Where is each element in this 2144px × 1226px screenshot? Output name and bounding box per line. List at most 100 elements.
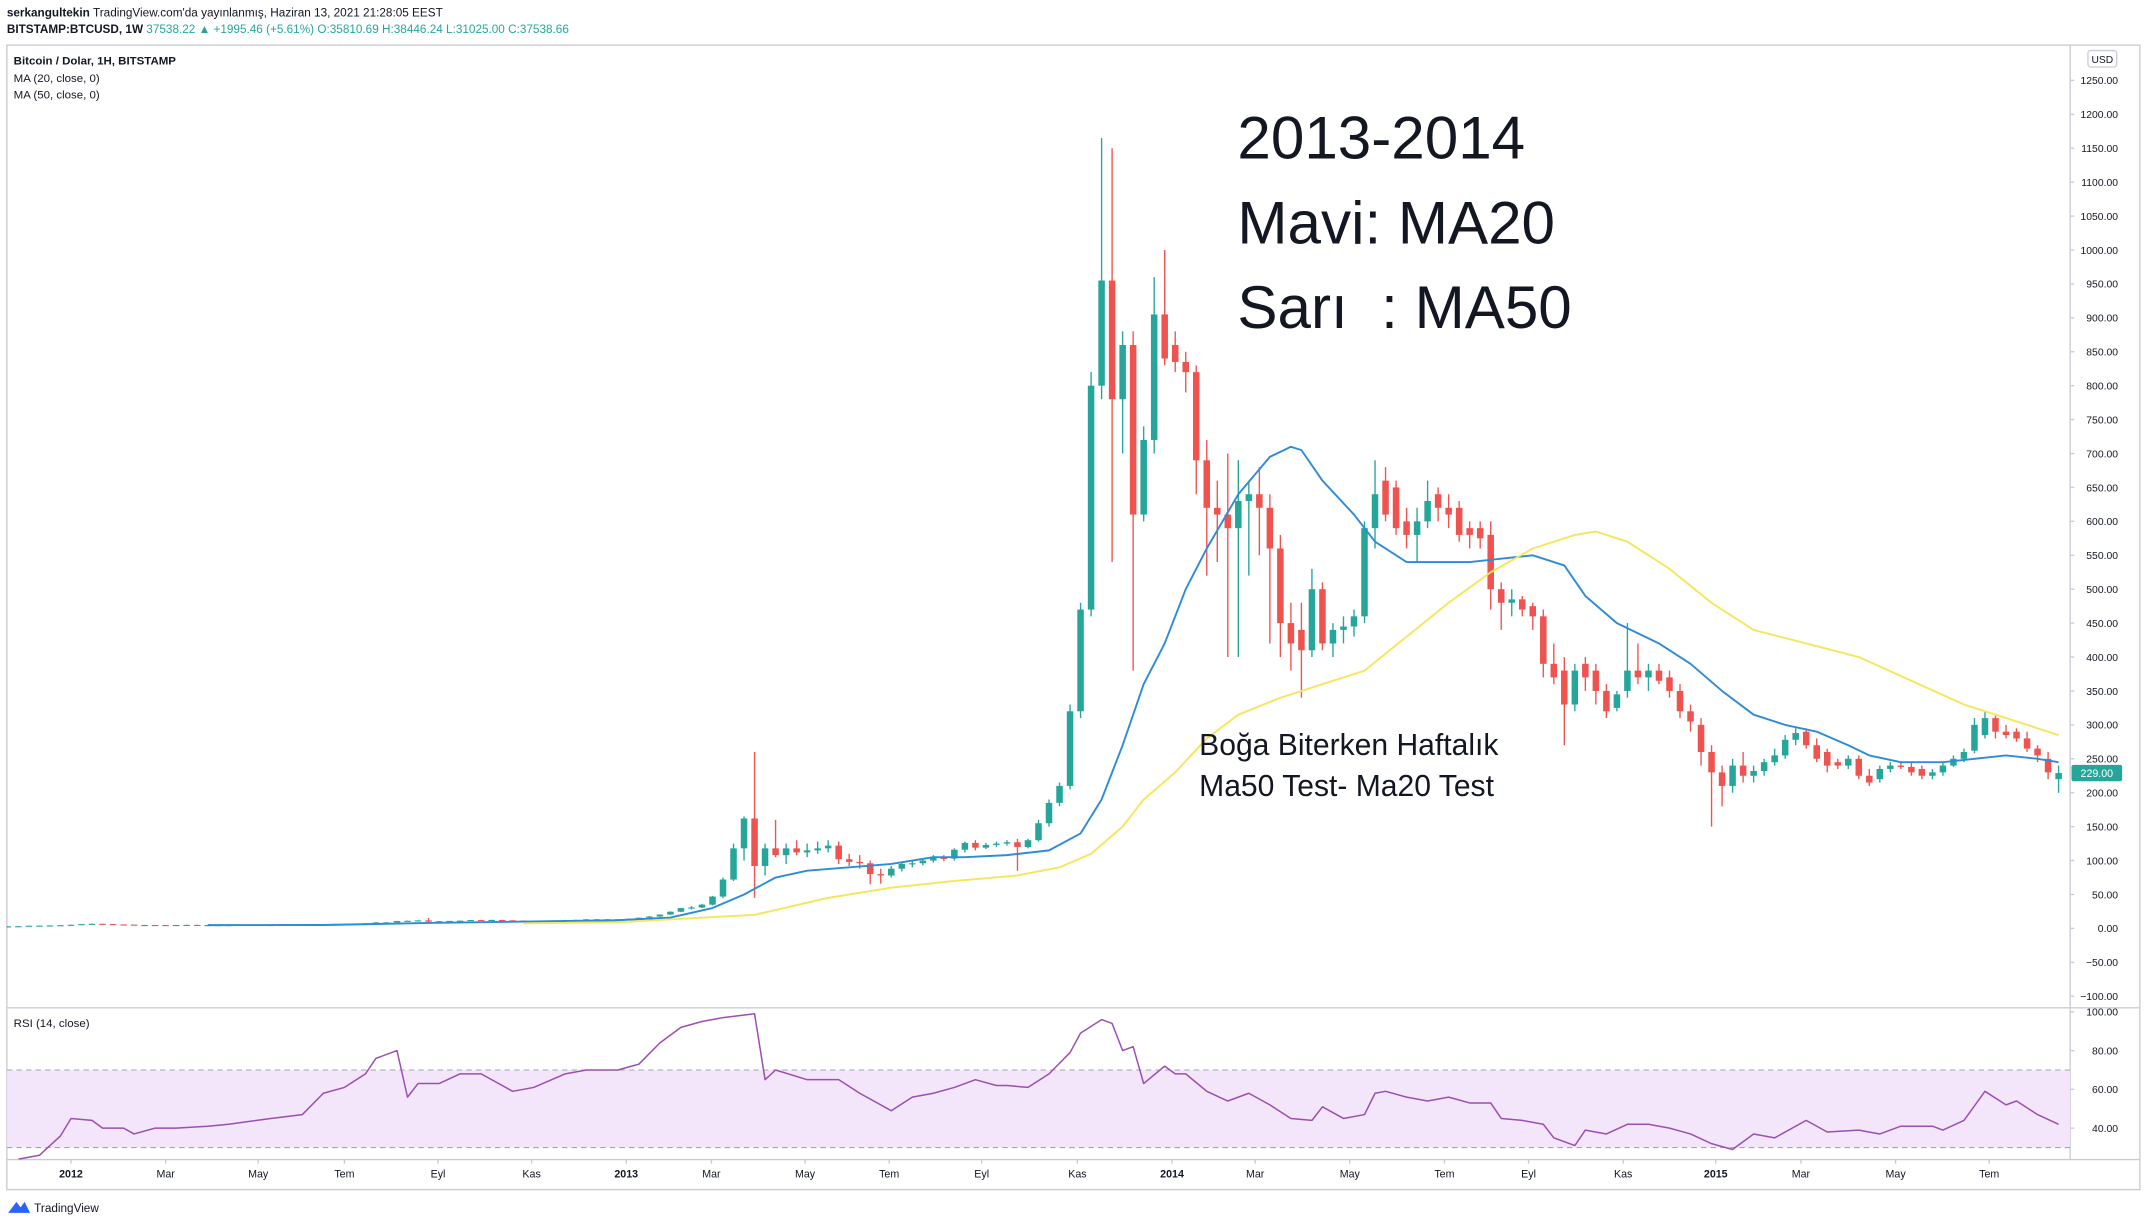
candle-body (1855, 758, 1863, 776)
candle-body (1950, 758, 1957, 766)
legend-ma50: MA (50, close, 0) (14, 89, 100, 101)
candle-body (1781, 739, 1789, 756)
candle-body (1981, 718, 1989, 736)
candle-body (1161, 314, 1168, 359)
candle-body (1455, 507, 1463, 535)
candle-body (1192, 372, 1200, 461)
candle-body (1056, 785, 1063, 803)
candle-body (1666, 677, 1673, 691)
candle-body (1361, 528, 1368, 617)
candle-body (78, 924, 85, 926)
candle-body (498, 919, 506, 922)
candle-body (972, 842, 979, 848)
candle-body (1540, 616, 1547, 664)
candle-body (1939, 765, 1947, 773)
candle-body (1203, 460, 1211, 508)
candle-body (1045, 802, 1053, 824)
candle-body (172, 925, 180, 927)
candle-body (961, 842, 969, 850)
candle-body (1035, 823, 1042, 841)
candle-body (751, 818, 758, 866)
candle-body (845, 859, 853, 862)
candle-body (1140, 439, 1147, 515)
candle-body (2002, 731, 2010, 736)
annotation: Mavi: MA20 (1237, 189, 1555, 256)
candle-body (688, 907, 695, 909)
candle-body (477, 920, 485, 922)
last-price-tag (2071, 764, 2123, 782)
candle-body (1739, 765, 1747, 776)
candle-body (1792, 733, 1799, 740)
x-tick-label: May (795, 1168, 816, 1180)
header-line-1: serkangultekin TradingView.com'da yayınl… (7, 6, 443, 19)
logo (8, 1201, 31, 1213)
y-tick-label: 800.00 (2086, 382, 2118, 393)
candle-body (1529, 606, 1537, 617)
candle-body (951, 849, 958, 859)
x-tick-label: Eyl (1521, 1168, 1536, 1180)
candle-body (1256, 494, 1263, 508)
candle-body (1718, 772, 1726, 786)
candle-body (898, 863, 906, 869)
candle-body (877, 874, 885, 876)
candle-body (414, 920, 422, 922)
y-tick-label: 550.00 (2086, 551, 2118, 562)
candle-body (1729, 765, 1736, 786)
y-tick-label: 150.00 (2086, 822, 2118, 833)
candle-body (1887, 765, 1894, 769)
candle-body (814, 848, 821, 851)
candle-body (1129, 344, 1137, 515)
candle-body (646, 916, 653, 918)
candle-body (435, 921, 443, 923)
y-tick-label: 200.00 (2086, 789, 2118, 800)
candle-body (130, 924, 138, 926)
candle-body (46, 925, 54, 927)
candle-body (456, 920, 464, 922)
last-price-label: 229.00 (2081, 768, 2114, 780)
x-tick-label: Eyl (974, 1168, 989, 1180)
x-tick-label: May (1340, 1168, 1361, 1180)
candle-body (1392, 487, 1400, 529)
candle-body (940, 857, 948, 859)
y-tick-label: 1250.00 (2081, 76, 2119, 87)
line (207, 445, 2059, 927)
x-tick-label: Kas (1068, 1168, 1086, 1180)
y-tick-label: 60.00 (2092, 1085, 2118, 1096)
x-tick-label: Tem (1979, 1168, 1999, 1180)
annotation: Boğa Biterken Haftalık (1199, 729, 1499, 762)
candle-body (1182, 361, 1189, 373)
candle-body (1760, 762, 1768, 772)
footer: TradingView (34, 1202, 99, 1215)
annotation: 2013-2014 (1237, 105, 1525, 172)
candle-body (730, 848, 737, 880)
candle-body (1708, 752, 1715, 773)
candle-body (488, 919, 495, 922)
candle-body (1077, 609, 1084, 712)
annotation: Sarı : MA50 (1237, 274, 1571, 341)
candle-body (698, 904, 706, 908)
candle-body (909, 863, 916, 865)
candle-body (57, 925, 64, 927)
y-tick-label: 450.00 (2086, 619, 2118, 630)
candle-body (404, 920, 411, 922)
candle-body (888, 868, 895, 876)
candle-body (1476, 528, 1484, 539)
candle-body (824, 845, 832, 849)
y-tick-label: 0.00 (2098, 924, 2118, 935)
candle-body (1382, 480, 1389, 515)
candle-body (1908, 766, 1915, 773)
y-tick-label: −100.00 (2080, 992, 2118, 1003)
candle-body (793, 848, 800, 853)
candle-body (930, 857, 937, 861)
candle-body (1487, 534, 1494, 590)
candle-body (1445, 507, 1452, 515)
candle-body (1813, 745, 1820, 759)
unit-box[interactable] (2087, 49, 2118, 68)
logo-icon (8, 1201, 31, 1213)
y-tick-label: 50.00 (2092, 890, 2118, 901)
annotation: Ma50 Test- Ma20 Test (1199, 770, 1494, 803)
header-line-2: BITSTAMP:BTCUSD, 1W 37538.22 ▲ +1995.46 … (7, 23, 570, 36)
x-tick-label: Tem (334, 1168, 354, 1180)
candle-body (99, 923, 106, 925)
x-tick-label: 2012 (59, 1168, 83, 1180)
